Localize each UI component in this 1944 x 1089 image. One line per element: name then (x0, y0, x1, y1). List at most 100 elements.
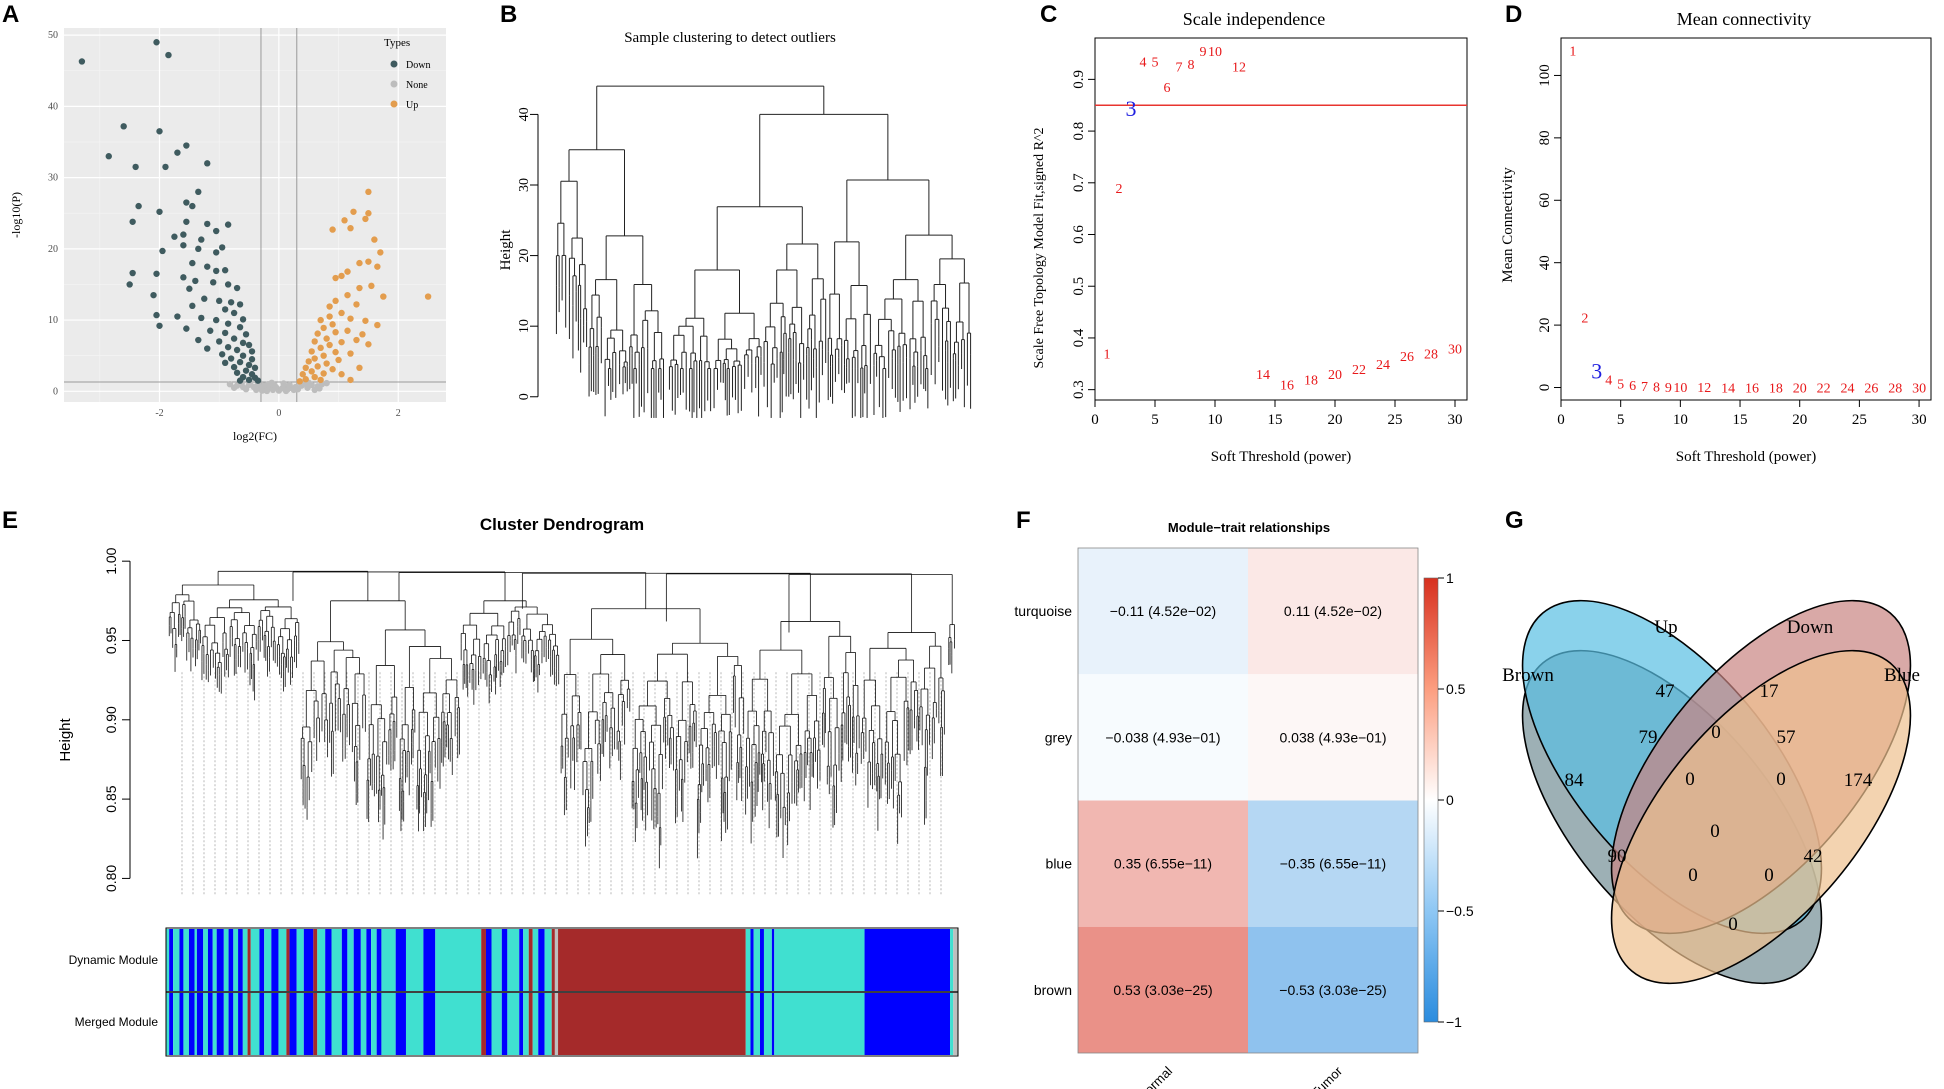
up-point (329, 226, 336, 233)
volcano-gridlines (64, 28, 446, 402)
merged-module-segment-grey (953, 993, 958, 1055)
none-point (286, 381, 293, 389)
up-point (338, 272, 345, 280)
down-point (215, 297, 223, 305)
power-label-5: 5 (1152, 55, 1159, 70)
row-label-grey: grey (1045, 729, 1072, 745)
dynamic-module-segment-brown (247, 929, 251, 991)
merged-module-segment-turquoise (347, 993, 354, 1055)
up-point (314, 363, 321, 370)
power-label-24: 24 (1376, 358, 1390, 373)
scale-independence-plot-box (1094, 37, 1468, 401)
dynamic-module-segment-blue (366, 929, 372, 991)
dynamic-module-segment-turquoise (223, 929, 229, 991)
dynamic-module-segment-turquoise (212, 929, 217, 991)
dynamic-module-segment-blue (325, 929, 332, 991)
down-point (254, 377, 262, 384)
down-point (150, 291, 157, 299)
up-point (377, 249, 384, 256)
sample-clustering-y-label: Height (498, 229, 514, 271)
power-label-14: 14 (1721, 381, 1735, 396)
volcano-points (78, 39, 432, 395)
volcano-y-tick: 20 (48, 244, 58, 255)
panel-d-mean-connectivity: Mean connectivity 0 5 10 15 20 25 300204060801… (1500, 9, 1932, 465)
merged-module-segment-turquoise (523, 993, 529, 1055)
panel-letter-b: B (500, 1, 517, 28)
power-label-12: 12 (1697, 381, 1711, 396)
down-point (248, 348, 256, 355)
none-point (252, 386, 260, 394)
dynamic-module-segment-turquoise (405, 929, 424, 991)
power-label-2: 2 (1116, 182, 1123, 197)
legend-label-down: Down (406, 60, 430, 71)
dynamic-module-segment-blue (169, 929, 174, 991)
venn-set-name-brown: Brown (1502, 665, 1554, 686)
mean-connectivity-plot-box (1560, 37, 1932, 401)
dynamic-module-segment-blue (501, 929, 508, 991)
down-point (198, 236, 205, 243)
up-point (374, 263, 381, 270)
volcano-threshold-lines (64, 28, 446, 402)
module-bar-frame (165, 927, 959, 1057)
down-point (183, 218, 190, 225)
down-point (224, 221, 232, 228)
down-point (210, 279, 217, 286)
power-label-5: 5 (1617, 377, 1624, 392)
power-label-28: 28 (1424, 347, 1438, 362)
down-point (227, 355, 235, 362)
power-label-16: 16 (1745, 381, 1759, 396)
venn-set-name-blue: Blue (1884, 665, 1920, 686)
down-point (195, 245, 202, 253)
selected-power-label: 3 (1591, 358, 1602, 383)
merged-module-segment-turquoise (194, 993, 197, 1055)
power-label-7: 7 (1641, 380, 1648, 395)
merged-module-segment-blue (216, 993, 224, 1055)
down-point (120, 123, 127, 130)
dynamic-module-segment-turquoise (250, 929, 260, 991)
dynamic-module-segment-blue (228, 929, 234, 991)
merged-module-segment-turquoise (223, 993, 229, 1055)
merged-module-segment-turquoise (166, 993, 170, 1055)
merged-module-segment-blue (376, 993, 382, 1055)
dynamic-module-segment-blue (238, 929, 243, 991)
dynamic-module-segment-brown (551, 929, 555, 991)
dynamic-module-segment-brown (313, 929, 318, 991)
venn-ellipses (1521, 599, 1912, 985)
y-axis-tick-label: 0.80 (103, 865, 119, 892)
panel-letter-a: A (2, 1, 19, 28)
y-axis-tick-label: 20 (517, 249, 532, 263)
dynamic-module-segment-blue (179, 929, 184, 991)
y-axis-tick-label: 0.7 (1071, 173, 1087, 192)
panel-f-module-trait-heatmap: Module−trait relationships −0.11 (4.52e−… (1014, 520, 1473, 1089)
down-point (245, 341, 253, 349)
merged-module-segment-turquoise (317, 993, 326, 1055)
up-point (335, 356, 342, 364)
panel-c-scale-independence: Scale independence 0 5 10 15 20 25 300.30.40.5… (1032, 9, 1468, 465)
venn-region-counts: 84 47 17 174 79 0 57 0 0 0 90 0 0 42 0 (1565, 681, 1873, 935)
y-axis-tick-label: 20 (1537, 318, 1553, 333)
power-label-18: 18 (1304, 373, 1318, 388)
up-point (338, 371, 345, 378)
dynamic-module-segment-turquoise (544, 929, 552, 991)
dynamic-module-segment-turquoise (371, 929, 377, 991)
dynamic-module-segment-turquoise (491, 929, 502, 991)
volcano-x-label: log2(FC) (233, 429, 277, 443)
dynamic-module-segment-turquoise (278, 929, 287, 991)
dynamic-module-segment-blue (289, 929, 297, 991)
up-point (332, 348, 339, 356)
venn-region-count: 47 (1656, 681, 1675, 702)
merged-module-segment-blue (501, 993, 508, 1055)
none-point (268, 379, 275, 386)
merged-module-segment-turquoise (763, 993, 772, 1055)
up-point (326, 341, 333, 349)
down-point (159, 247, 166, 255)
down-point (174, 313, 181, 320)
venn-region-count: 42 (1804, 846, 1823, 867)
merged-module-segment-blue (395, 993, 406, 1055)
none-point (316, 385, 323, 392)
down-point (248, 356, 256, 363)
x-axis-tick-label: 15 (1268, 412, 1283, 428)
merged-module-segment-blue (179, 993, 184, 1055)
